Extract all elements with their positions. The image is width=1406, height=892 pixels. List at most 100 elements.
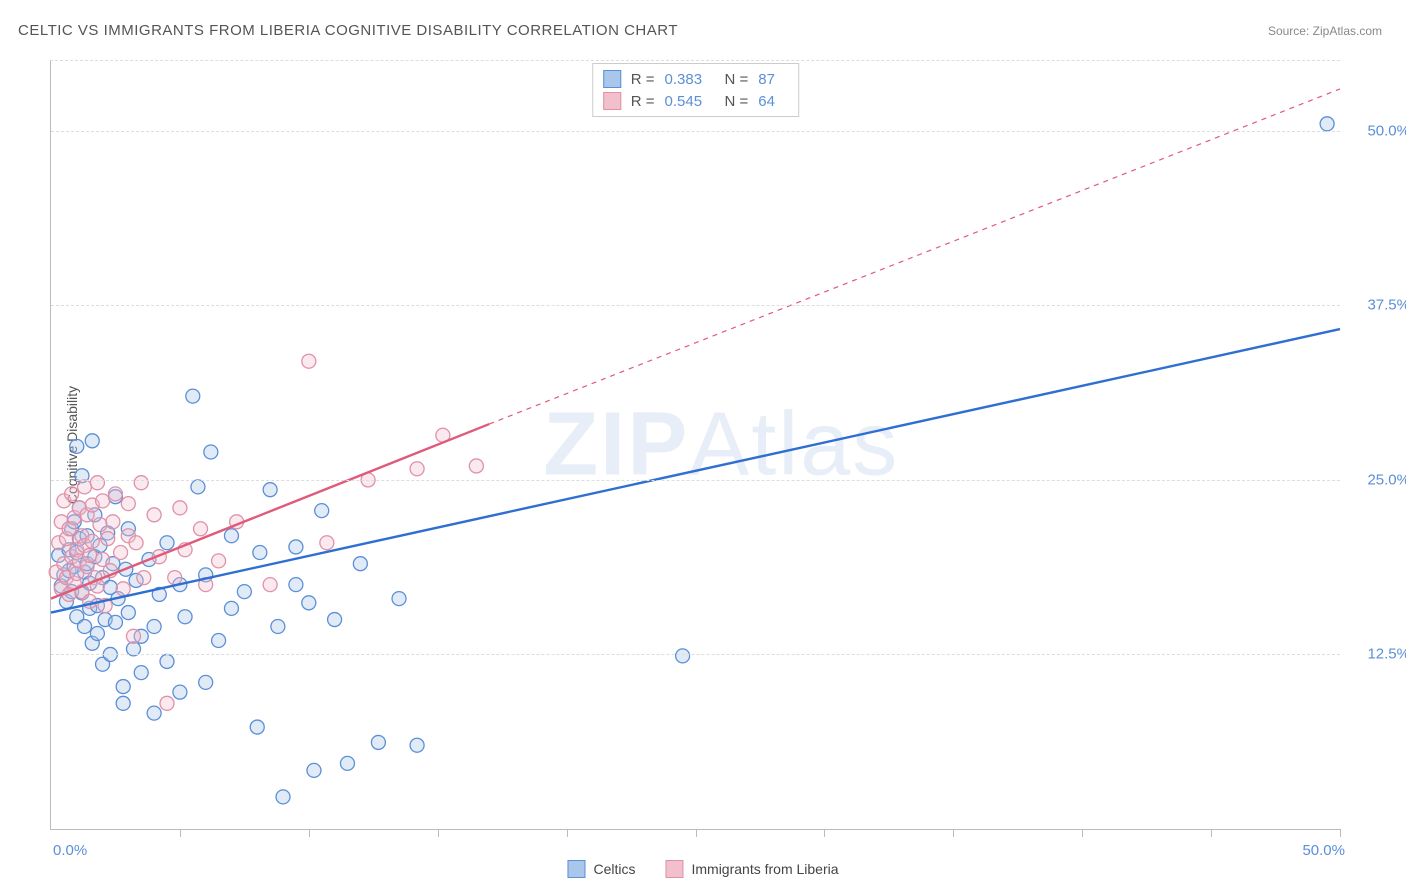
scatter-point [302, 596, 316, 610]
n-prefix: N = [725, 71, 749, 88]
scatter-point [1320, 117, 1334, 131]
scatter-point [116, 680, 130, 694]
scatter-point [121, 606, 135, 620]
swatch-0 [603, 70, 621, 88]
r-value-0: 0.383 [665, 71, 715, 88]
y-tick-label: 37.5% [1350, 297, 1406, 314]
scatter-point [353, 557, 367, 571]
legend-item-0: Celtics [567, 860, 635, 878]
scatter-point [108, 615, 122, 629]
scatter-point [106, 515, 120, 529]
x-tick [1340, 829, 1341, 837]
stat-legend: R = 0.383 N = 87 R = 0.545 N = 64 [592, 63, 800, 117]
scatter-point [199, 675, 213, 689]
scatter-point [178, 610, 192, 624]
scatter-point [70, 439, 84, 453]
scatter-point [237, 585, 251, 599]
scatter-point [129, 536, 143, 550]
n-value-1: 64 [758, 93, 788, 110]
swatch-1 [603, 92, 621, 110]
scatter-point [126, 629, 140, 643]
scatter-point [116, 696, 130, 710]
stat-row-1: R = 0.545 N = 64 [603, 90, 789, 112]
scatter-point [212, 554, 226, 568]
scatter-point [410, 462, 424, 476]
grid-line-h [51, 480, 1340, 481]
scatter-point [392, 592, 406, 606]
x-tick [953, 829, 954, 837]
grid-line-h [51, 654, 1340, 655]
scatter-point [147, 508, 161, 522]
grid-line-h [51, 131, 1340, 132]
scatter-point [263, 483, 277, 497]
scatter-point [85, 534, 99, 548]
scatter-point [65, 487, 79, 501]
r-value-1: 0.545 [665, 93, 715, 110]
trend-line-dash [489, 89, 1340, 424]
x-tick [1211, 829, 1212, 837]
scatter-point [134, 666, 148, 680]
scatter-point [271, 620, 285, 634]
plot-svg [51, 61, 1340, 829]
scatter-point [90, 627, 104, 641]
x-tick-label: 50.0% [1302, 842, 1345, 859]
n-prefix-1: N = [725, 93, 749, 110]
scatter-point [137, 571, 151, 585]
trend-line [51, 424, 489, 599]
scatter-point [160, 696, 174, 710]
scatter-point [186, 389, 200, 403]
scatter-point [168, 571, 182, 585]
scatter-point [78, 480, 92, 494]
r-prefix: R = [631, 71, 655, 88]
scatter-point [93, 518, 107, 532]
scatter-point [469, 459, 483, 473]
x-tick [180, 829, 181, 837]
scatter-point [173, 685, 187, 699]
scatter-point [371, 735, 385, 749]
legend-label-1: Immigrants from Liberia [691, 861, 838, 877]
scatter-point [85, 434, 99, 448]
scatter-point [90, 476, 104, 490]
trend-line [51, 329, 1340, 612]
scatter-point [78, 620, 92, 634]
scatter-point [101, 532, 115, 546]
scatter-point [108, 487, 122, 501]
scatter-point [191, 480, 205, 494]
scatter-point [289, 540, 303, 554]
scatter-point [320, 536, 334, 550]
legend-label-0: Celtics [593, 861, 635, 877]
bottom-legend: Celtics Immigrants from Liberia [567, 860, 838, 878]
scatter-point [83, 548, 97, 562]
scatter-point [194, 522, 208, 536]
scatter-point [204, 445, 218, 459]
scatter-point [114, 546, 128, 560]
x-tick [438, 829, 439, 837]
x-tick-label: 0.0% [53, 842, 87, 859]
scatter-point [289, 578, 303, 592]
x-tick [567, 829, 568, 837]
scatter-point [147, 706, 161, 720]
scatter-point [315, 504, 329, 518]
scatter-point [116, 582, 130, 596]
scatter-point [340, 756, 354, 770]
scatter-point [224, 529, 238, 543]
scatter-point [96, 494, 110, 508]
stat-row-0: R = 0.383 N = 87 [603, 68, 789, 90]
scatter-point [173, 501, 187, 515]
scatter-point [302, 354, 316, 368]
source-label: Source: ZipAtlas.com [1268, 24, 1382, 38]
plot-area: Cognitive Disability ZIPAtlas R = 0.383 … [50, 60, 1340, 830]
scatter-point [328, 613, 342, 627]
scatter-point [121, 497, 135, 511]
scatter-point [410, 738, 424, 752]
scatter-point [676, 649, 690, 663]
y-tick-label: 12.5% [1350, 646, 1406, 663]
chart-container: CELTIC VS IMMIGRANTS FROM LIBERIA COGNIT… [0, 0, 1406, 892]
scatter-point [134, 476, 148, 490]
x-tick [309, 829, 310, 837]
scatter-point [276, 790, 290, 804]
scatter-point [263, 578, 277, 592]
legend-item-1: Immigrants from Liberia [665, 860, 838, 878]
x-tick [824, 829, 825, 837]
x-tick [1082, 829, 1083, 837]
